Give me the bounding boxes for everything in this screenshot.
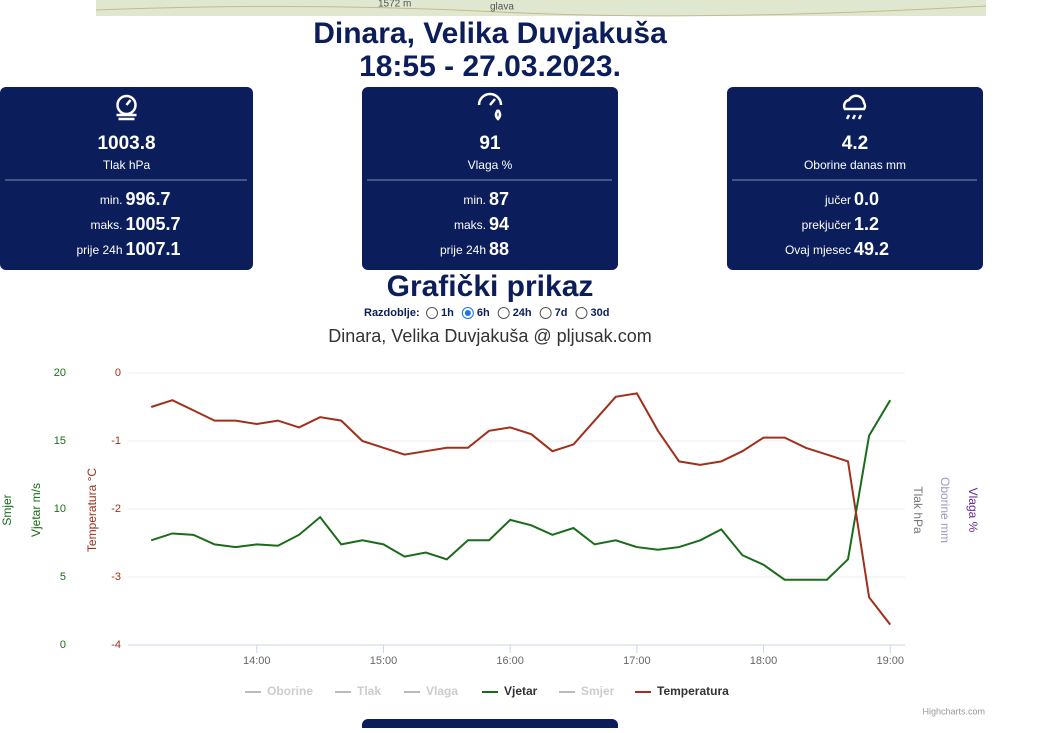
- card-row-value: 1.2: [854, 214, 879, 234]
- card-row-label: jučer: [824, 193, 851, 207]
- card-row-label: maks.: [90, 218, 122, 232]
- card-label: Tlak hPa: [103, 158, 151, 172]
- x-tick-label: 19:00: [876, 655, 904, 667]
- axis-title: Vjetar m/s: [29, 483, 43, 537]
- legend-label[interactable]: Vjetar: [504, 684, 538, 698]
- legend-label[interactable]: Vlaga: [426, 684, 458, 698]
- series-line: [150, 399, 892, 581]
- x-tick-label: 16:00: [496, 655, 524, 667]
- card-row-value: 94: [489, 214, 509, 234]
- x-tick-label: 17:00: [623, 655, 651, 667]
- period-radio[interactable]: [575, 307, 588, 319]
- card-row-label: prije 24h: [76, 243, 122, 257]
- axis-title: Tlak hPa: [911, 486, 925, 534]
- card-row-label: prekjučer: [802, 218, 851, 232]
- period-option[interactable]: 1h: [441, 307, 454, 319]
- card-icon: [116, 94, 137, 121]
- card: [0, 87, 253, 270]
- period-radio[interactable]: [426, 307, 438, 319]
- legend-label[interactable]: Tlak: [357, 684, 381, 698]
- legend-label[interactable]: Smjer: [581, 684, 615, 698]
- section-title: Grafički prikaz: [387, 270, 594, 303]
- card-row-value: 0.0: [854, 189, 879, 209]
- card-row-label: prije 24h: [440, 243, 486, 257]
- y2-tick-label: -2: [111, 503, 121, 515]
- card-label: Vlaga %: [468, 158, 513, 172]
- period-option[interactable]: 24h: [513, 307, 532, 319]
- page-subtitle: 18:55 - 27.03.2023.: [359, 50, 621, 83]
- card-row-label: maks.: [454, 218, 486, 232]
- y2-tick-label: -1: [111, 435, 121, 447]
- y2-tick-label: -4: [111, 639, 121, 651]
- card-row-label: min.: [463, 193, 486, 207]
- card-row-value: 87: [489, 189, 509, 209]
- period-radio[interactable]: [539, 307, 552, 319]
- x-tick-label: 18:00: [750, 655, 778, 667]
- period-option[interactable]: 30d: [591, 307, 610, 319]
- period-option[interactable]: 6h: [477, 307, 490, 319]
- period-label: Razdoblje:: [364, 307, 420, 319]
- card: [727, 87, 983, 270]
- map-label: glava: [490, 2, 514, 13]
- page-title: Dinara, Velika Duvjakuša: [313, 17, 667, 50]
- axis-title: Temperatura °C: [85, 468, 99, 552]
- axis-title: Smjer: [0, 494, 14, 525]
- x-tick-label: 14:00: [243, 655, 271, 667]
- legend-label[interactable]: Temperatura: [657, 684, 729, 698]
- credits[interactable]: Highcharts.com: [922, 706, 985, 716]
- card-value: 1003.8: [97, 133, 155, 154]
- map-label: 1572 m: [378, 0, 411, 10]
- map-strip: [96, 0, 986, 16]
- card-value: 4.2: [842, 133, 868, 154]
- card-partial: [362, 719, 618, 733]
- x-tick-label: 15:00: [370, 655, 398, 667]
- y-tick-label: 10: [54, 503, 66, 515]
- axis-title: Vlaga %: [966, 488, 980, 533]
- card-row-value: 996.7: [126, 189, 171, 209]
- y2-tick-label: -3: [111, 571, 121, 583]
- card-row-label: min.: [100, 193, 123, 207]
- chart-title: Dinara, Velika Duvjakuša @ pljusak.com: [328, 326, 651, 346]
- card: [362, 87, 618, 270]
- series-line: [150, 392, 892, 626]
- card-row-value: 88: [489, 239, 509, 259]
- map-road: [95, 5, 987, 17]
- y-tick-label: 15: [54, 435, 66, 447]
- legend-label[interactable]: Oborine: [267, 684, 313, 698]
- card-row-value: 1005.7: [126, 214, 181, 234]
- card-label: Oborine danas mm: [804, 158, 906, 172]
- card-icon: [477, 92, 503, 121]
- card-value: 91: [479, 133, 501, 154]
- period-radio-dot: [464, 310, 471, 316]
- axis-title: Oborine mm: [938, 477, 952, 543]
- y-tick-label: 5: [60, 571, 66, 583]
- y2-tick-label: 0: [115, 367, 121, 379]
- card-row-value: 1007.1: [126, 239, 181, 259]
- y-tick-label: 20: [54, 367, 66, 379]
- period-option[interactable]: 7d: [555, 307, 568, 319]
- period-radio[interactable]: [497, 307, 510, 319]
- card-row-value: 49.2: [854, 239, 889, 259]
- card-row-label: Ovaj mjesec: [785, 243, 851, 257]
- card-icon: [842, 94, 867, 120]
- y-tick-label: 0: [60, 639, 66, 651]
